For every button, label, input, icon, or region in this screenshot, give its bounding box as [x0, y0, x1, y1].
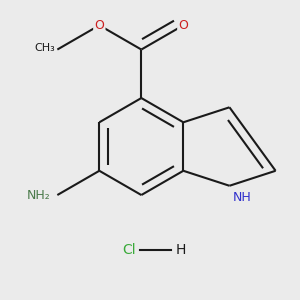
Text: H: H [176, 244, 186, 257]
Text: O: O [178, 19, 188, 32]
Text: NH: NH [233, 191, 252, 204]
Text: CH₃: CH₃ [35, 43, 56, 53]
Text: O: O [94, 19, 104, 32]
Text: NH₂: NH₂ [27, 188, 50, 202]
Text: Cl: Cl [122, 244, 136, 257]
